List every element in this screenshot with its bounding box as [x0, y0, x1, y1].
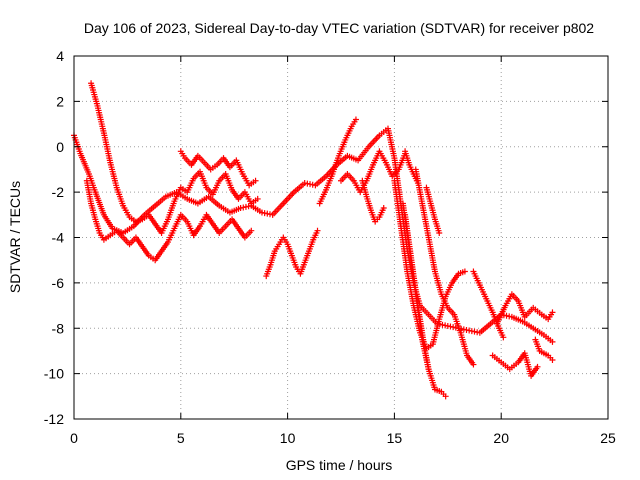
series-track-k: [412, 166, 477, 368]
point-markers: [88, 80, 261, 236]
grid-lines: [74, 56, 608, 419]
y-tick-label: -10: [44, 366, 64, 382]
x-tick-label: 20: [493, 430, 509, 446]
y-axis-label: SDTVAR / TECUs: [7, 181, 23, 293]
data-points: [71, 80, 556, 400]
y-tick-label: -4: [52, 230, 65, 246]
y-tick-label: 2: [56, 93, 64, 109]
series-track-m: [402, 148, 421, 187]
point-markers: [489, 350, 541, 379]
x-tick-label: 5: [177, 430, 185, 446]
series-track-c: [83, 177, 255, 264]
point-markers: [532, 336, 556, 364]
series-track-l: [402, 211, 432, 373]
series-track-r: [532, 336, 556, 364]
x-tick-label: 0: [70, 430, 78, 446]
point-markers: [423, 184, 443, 236]
x-axis-label: GPS time / hours: [286, 457, 393, 473]
x-tick-label: 25: [600, 430, 616, 446]
y-tick-label: -2: [52, 184, 65, 200]
series-track-n: [423, 184, 443, 236]
y-tick-label: -6: [52, 275, 65, 291]
y-tick-label: -12: [44, 411, 64, 427]
x-axis-ticks: 0 5 10 15 20 25: [70, 56, 616, 446]
point-markers: [359, 177, 387, 225]
point-markers: [338, 148, 409, 196]
y-axis-ticks: -12 -10 -8 -6 -4 -2 0 2 4: [44, 48, 608, 427]
chart-title: Day 106 of 2023, Sidereal Day-to-day VTE…: [84, 20, 594, 36]
series-track-h: [359, 177, 387, 225]
point-markers: [402, 211, 432, 373]
series-track-p: [489, 350, 541, 379]
point-markers: [412, 166, 477, 368]
x-tick-label: 15: [387, 430, 403, 446]
y-tick-label: 4: [56, 48, 64, 64]
y-tick-label: 0: [56, 139, 64, 155]
point-markers: [316, 116, 359, 207]
series-track-b: [88, 80, 261, 236]
series-track-d: [177, 148, 259, 189]
y-tick-label: -8: [52, 320, 65, 336]
point-markers: [263, 227, 321, 280]
point-markers: [402, 148, 421, 187]
point-markers: [83, 177, 255, 264]
point-markers: [493, 291, 556, 327]
point-markers: [177, 148, 259, 189]
series-track-e: [263, 227, 321, 280]
series-track-f: [316, 116, 359, 207]
series-track-g: [338, 148, 409, 196]
series-track-q: [493, 291, 556, 327]
x-tick-label: 10: [280, 430, 296, 446]
